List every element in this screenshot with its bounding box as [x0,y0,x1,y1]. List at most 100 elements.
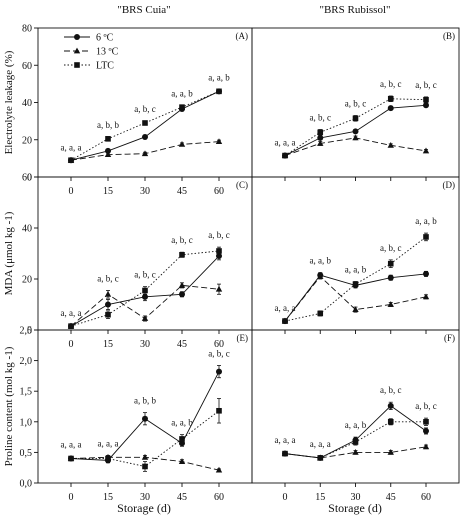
data-point [423,270,429,277]
data-point [105,136,111,142]
data-point [317,134,324,141]
significance-label: a, b, c [171,235,193,245]
x-tick-label: 60 [214,492,224,503]
data-point [179,251,185,258]
data-point [142,133,148,140]
series-square [282,417,429,461]
y-axis-label: MDA (μmol kg -1) [3,211,15,295]
data-point [216,368,222,375]
data-point [352,115,359,122]
data-point [317,273,324,279]
series-line [284,98,427,156]
y-tick-label: 80 [22,24,32,35]
column-title-right: "BRS Rubissol" [319,4,390,16]
y-tick-label: 0,0 [20,479,33,490]
panel-letter: (E) [237,333,249,343]
data-point [105,455,111,462]
y-axis-label: Electrolyte leakage (%) [3,50,15,154]
significance-label: a, b, c [415,401,437,411]
data-point [387,419,394,425]
data-point [216,248,222,254]
panel-b: (B) a, a, a a, b, c a, b, c a, b, c a, b, c [251,27,460,181]
column-title-left: "BRS Cuia" [117,4,170,16]
legend-label: 13 ºC [96,47,119,58]
data-point [141,315,149,321]
series-circle [282,102,429,159]
x-tick-label: 15 [103,492,113,503]
panel-letter: (A) [236,31,249,41]
x-tick-label: 30 [140,186,150,197]
data-point [282,152,288,159]
significance-label: a, a, a [61,440,82,450]
significance-label: a, b, c [310,113,332,123]
legend-marker [73,47,81,54]
data-point [141,453,149,460]
x-tick-label: 0 [283,492,288,503]
panel-e: (E) 0,0 0,5 1,0 1,5 2,0 2,5 Proline content (mo… [3,326,253,503]
data-point [423,96,429,103]
y-tick-label: 60 [22,61,32,72]
series-line [284,446,427,459]
panel-letter: (F) [444,333,455,343]
series-square [68,88,222,164]
panel-a: (A) 0 20 40 60 80 Electrolyte leakage (%) 0 15 30… [3,24,253,197]
series-line [284,275,427,322]
data-point [142,463,148,470]
y-axis-label: Proline content (mol kg -1) [3,346,15,466]
x-tick-label: 30 [140,492,150,503]
data-point [387,95,394,102]
panel-letter: (D) [443,180,456,190]
significance-label: a, b, c [415,80,437,90]
significance-label: a, a, b [171,88,193,98]
panel-letter: (C) [236,180,248,190]
panel-d: (D) a, a, a a, a, b a, a, b a, b, c a, a, b [251,176,460,334]
x-tick-label: 0 [69,186,74,197]
series-line [284,273,427,322]
significance-label: a, b, c [380,385,402,395]
data-point [216,88,222,95]
data-point [387,274,394,281]
data-point [105,301,111,308]
significance-label: a, a, a [61,142,82,152]
x-tick-label: 30 [140,339,150,350]
y-tick-label: 40 [22,98,32,109]
y-tick-label: 0 [27,326,32,337]
x-tick-label: 0 [69,339,74,350]
data-point [105,311,111,318]
significance-label: a, a, b [208,72,230,82]
data-point [178,281,186,288]
significance-label: a, b, c [208,348,230,358]
data-point [352,281,359,287]
significance-label: a, b, c [134,270,156,280]
data-point [282,450,288,457]
data-point [179,436,185,442]
data-point [179,104,185,110]
y-tick-label: 0,5 [20,448,33,459]
y-tick-label: 20 [22,135,32,146]
significance-label: a, a, b [171,418,193,428]
significance-label: a, a, b [310,256,332,266]
legend: 6 ºC 13 ºC LTC [64,33,119,72]
x-tick-label: 15 [103,339,113,350]
significance-label: a, b, c [208,230,230,240]
significance-label: a, b, c [345,99,367,109]
significance-label: a, b, b [97,120,119,130]
legend-label: LTC [96,61,114,72]
series-line [70,250,220,327]
data-point [423,419,429,425]
significance-label: a, b, b [134,396,156,406]
data-point [104,290,112,297]
series-square [282,232,429,324]
y-tick-label: 1,0 [20,417,33,428]
data-point [317,455,324,461]
y-tick-label: 2,5 [20,326,33,337]
series-square [68,246,222,329]
significance-label: a, a, a [275,435,296,445]
y-tick-label: 20 [22,275,32,286]
y-tick-label: 1,5 [20,387,33,398]
significance-label: a, a, a [275,138,296,148]
data-point [422,443,430,450]
data-point [68,455,74,462]
x-tick-label: 15 [315,492,325,503]
